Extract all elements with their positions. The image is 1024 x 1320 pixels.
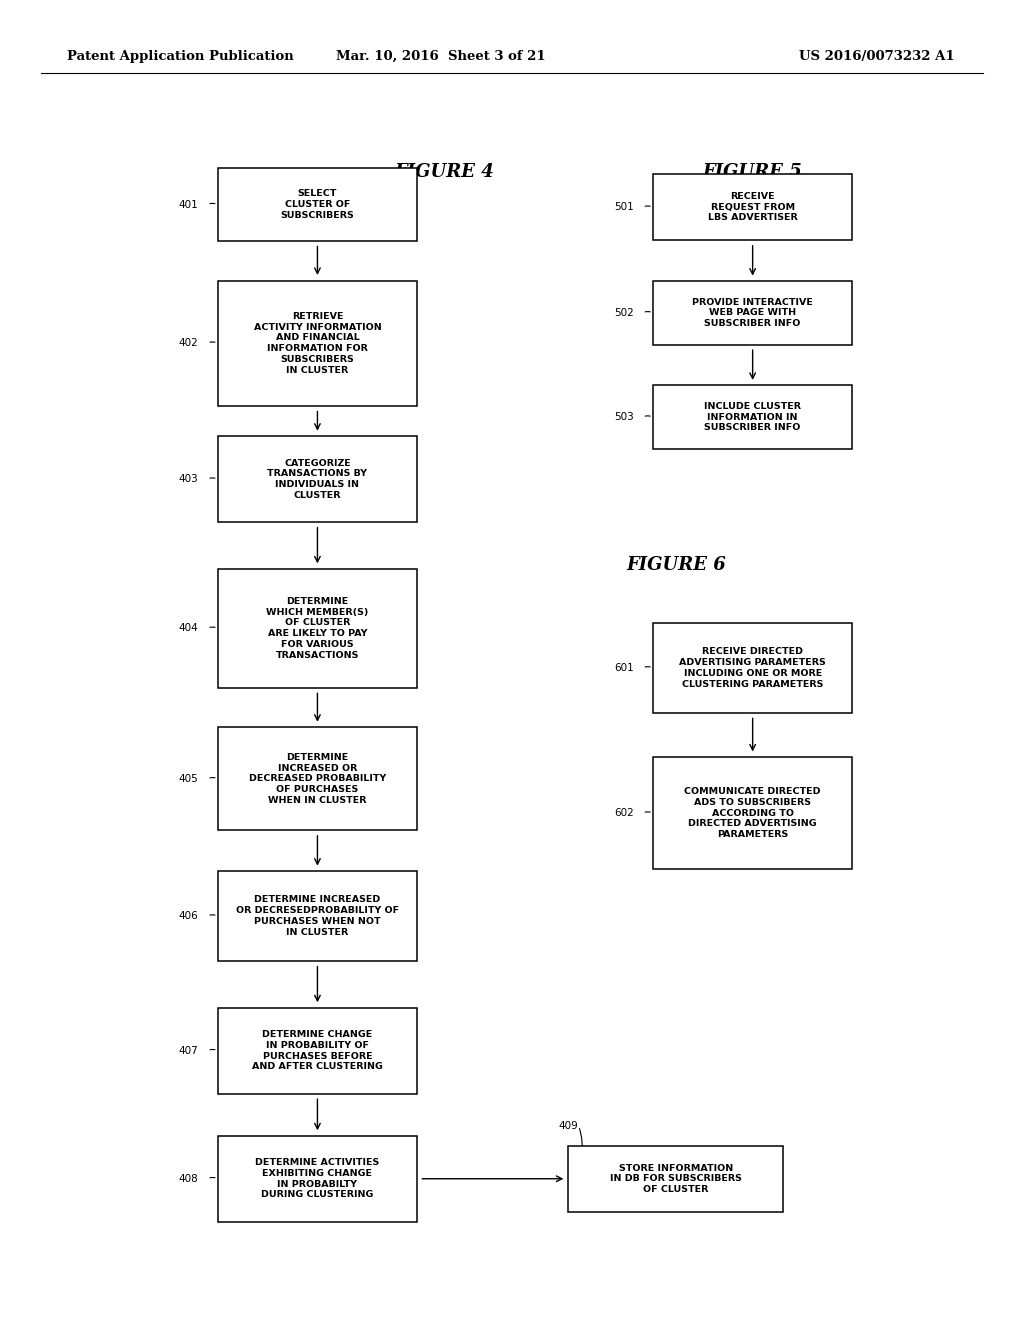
Bar [653, 385, 852, 449]
Text: 403: 403 [178, 474, 199, 484]
Text: 602: 602 [613, 808, 634, 818]
Text: RECEIVE
REQUEST FROM
LBS ADVERTISER: RECEIVE REQUEST FROM LBS ADVERTISER [708, 191, 798, 223]
Text: US 2016/0073232 A1: US 2016/0073232 A1 [799, 50, 954, 63]
Text: DETERMINE INCREASED
OR DECRESEDPROBABILITY OF
PURCHASES WHEN NOT
IN CLUSTER: DETERMINE INCREASED OR DECRESEDPROBABILI… [236, 895, 399, 937]
Text: 406: 406 [178, 911, 199, 921]
Bar [217, 281, 418, 407]
Text: INCLUDE CLUSTER
INFORMATION IN
SUBSCRIBER INFO: INCLUDE CLUSTER INFORMATION IN SUBSCRIBE… [705, 401, 801, 433]
Text: DETERMINE
INCREASED OR
DECREASED PROBABILITY
OF PURCHASES
WHEN IN CLUSTER: DETERMINE INCREASED OR DECREASED PROBABI… [249, 752, 386, 805]
Bar [217, 569, 418, 688]
Text: 601: 601 [613, 663, 634, 673]
Text: COMMUNICATE DIRECTED
ADS TO SUBSCRIBERS
ACCORDING TO
DIRECTED ADVERTISING
PARAME: COMMUNICATE DIRECTED ADS TO SUBSCRIBERS … [684, 787, 821, 840]
Text: 503: 503 [613, 412, 634, 422]
Text: 402: 402 [178, 338, 199, 348]
Text: FIGURE 5: FIGURE 5 [702, 162, 803, 181]
Bar [653, 174, 852, 240]
Text: PROVIDE INTERACTIVE
WEB PAGE WITH
SUBSCRIBER INFO: PROVIDE INTERACTIVE WEB PAGE WITH SUBSCR… [692, 297, 813, 329]
Text: 405: 405 [178, 774, 199, 784]
Text: 404: 404 [178, 623, 199, 634]
Text: DETERMINE CHANGE
IN PROBABILITY OF
PURCHASES BEFORE
AND AFTER CLUSTERING: DETERMINE CHANGE IN PROBABILITY OF PURCH… [252, 1030, 383, 1072]
Text: FIGURE 4: FIGURE 4 [394, 162, 494, 181]
Bar [653, 281, 852, 345]
Bar [217, 436, 418, 521]
Bar [217, 871, 418, 961]
Text: 407: 407 [178, 1045, 199, 1056]
Text: DETERMINE ACTIVITIES
EXHIBITING CHANGE
IN PROBABILTY
DURING CLUSTERING: DETERMINE ACTIVITIES EXHIBITING CHANGE I… [255, 1158, 380, 1200]
Text: RECEIVE DIRECTED
ADVERTISING PARAMETERS
INCLUDING ONE OR MORE
CLUSTERING PARAMET: RECEIVE DIRECTED ADVERTISING PARAMETERS … [679, 647, 826, 689]
Text: RETRIEVE
ACTIVITY INFORMATION
AND FINANCIAL
INFORMATION FOR
SUBSCRIBERS
IN CLUST: RETRIEVE ACTIVITY INFORMATION AND FINANC… [254, 312, 381, 375]
Bar [217, 1135, 418, 1222]
Text: 408: 408 [178, 1173, 199, 1184]
Text: Patent Application Publication: Patent Application Publication [67, 50, 293, 63]
Bar [217, 1008, 418, 1093]
Bar [217, 727, 418, 830]
Text: 409: 409 [558, 1121, 578, 1131]
Text: FIGURE 6: FIGURE 6 [626, 556, 726, 574]
Text: DETERMINE
WHICH MEMBER(S)
OF CLUSTER
ARE LIKELY TO PAY
FOR VARIOUS
TRANSACTIONS: DETERMINE WHICH MEMBER(S) OF CLUSTER ARE… [266, 597, 369, 660]
Text: SELECT
CLUSTER OF
SUBSCRIBERS: SELECT CLUSTER OF SUBSCRIBERS [281, 189, 354, 220]
Bar [568, 1146, 783, 1212]
Bar [653, 623, 852, 713]
Bar [217, 168, 418, 242]
Text: 501: 501 [613, 202, 634, 213]
Text: Mar. 10, 2016  Sheet 3 of 21: Mar. 10, 2016 Sheet 3 of 21 [336, 50, 545, 63]
Text: CATEGORIZE
TRANSACTIONS BY
INDIVIDUALS IN
CLUSTER: CATEGORIZE TRANSACTIONS BY INDIVIDUALS I… [267, 458, 368, 500]
Text: STORE INFORMATION
IN DB FOR SUBSCRIBERS
OF CLUSTER: STORE INFORMATION IN DB FOR SUBSCRIBERS … [610, 1163, 741, 1195]
Bar [653, 758, 852, 869]
Text: 502: 502 [613, 308, 634, 318]
Text: 401: 401 [178, 199, 199, 210]
